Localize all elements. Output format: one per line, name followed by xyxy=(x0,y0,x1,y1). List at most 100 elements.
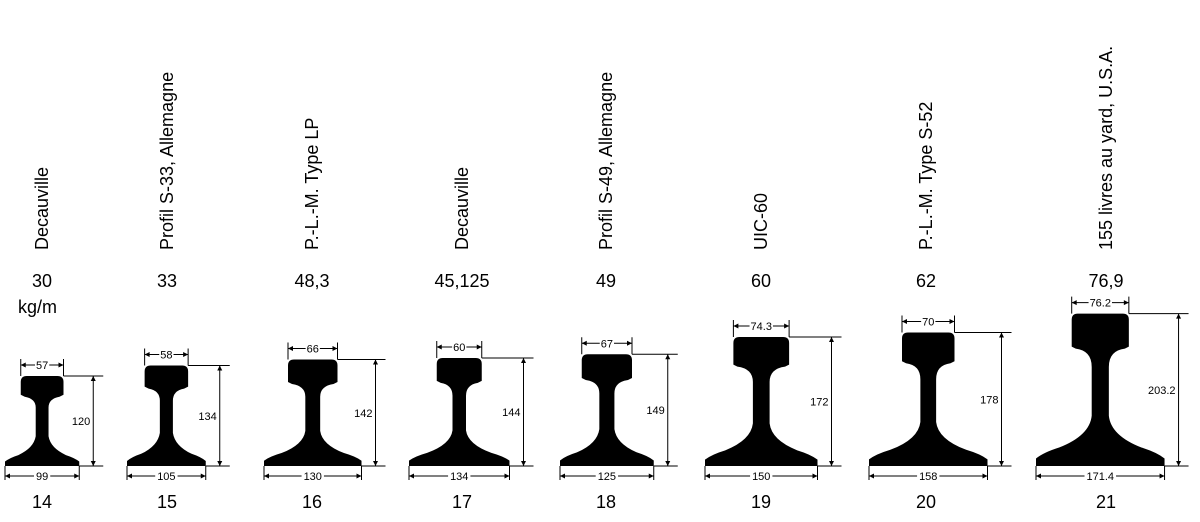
rail-19-height: 172 xyxy=(810,397,828,409)
rail-19-base-width: 150 xyxy=(752,471,770,483)
rail-16-height: 142 xyxy=(354,408,372,420)
rail-15-number: 15 xyxy=(157,492,177,512)
rail-19-base-dim-line-arrow-right xyxy=(812,473,818,479)
rail-19-name: UIC-60 xyxy=(751,193,771,250)
rail-15-head-width-bg xyxy=(159,349,174,362)
rail-21-weight: 76,9 xyxy=(1088,271,1123,291)
rail-17-base-dim-line-arrow-left xyxy=(409,473,414,479)
rail-14-profile xyxy=(5,376,80,466)
rail-21-base-dim-line-arrow-right xyxy=(1159,473,1165,479)
rail-21-base-dim-line-arrow-left xyxy=(1036,473,1041,479)
rail-18-base-dim-line-arrow-right xyxy=(648,473,654,479)
rail-20-head-dim-line-arrow-right xyxy=(949,319,955,324)
rail-14-name: Decauville xyxy=(32,167,52,250)
rail-15-height: 134 xyxy=(198,411,216,423)
rail-17-number: 17 xyxy=(452,492,472,512)
rail-20-height-dim-line-arrow-bottom xyxy=(999,461,1004,466)
rail-19-base-dim-line-arrow-left xyxy=(705,473,710,479)
rail-19-number: 19 xyxy=(751,492,771,512)
rail-14-head-dim-line-arrow-right xyxy=(58,362,64,368)
rail-18-base-width-bg xyxy=(595,471,619,483)
rail-20-height-dim-line-arrow-top xyxy=(999,332,1004,338)
rail-14-weight: 30 xyxy=(32,271,52,291)
rail-19-base-width-bg xyxy=(750,471,773,483)
weight-unit-label: kg/m xyxy=(18,297,57,317)
rail-16-head-width: 66 xyxy=(307,344,319,356)
rail-17-height: 144 xyxy=(502,407,520,419)
rail-16-height-dim-line-arrow-top xyxy=(373,359,378,365)
rail-16-head-dim-line-arrow-right xyxy=(332,346,338,351)
rail-18-head-width: 67 xyxy=(601,338,613,350)
rail-15-head-dim-line-arrow-right xyxy=(183,352,189,357)
rail-18-profile xyxy=(560,354,654,466)
rail-15-profile xyxy=(127,365,206,466)
rail-16-head-width-bg xyxy=(305,343,320,356)
rail-18-base-dim-line-arrow-left xyxy=(560,473,565,479)
rail-21-base-width: 171.4 xyxy=(1087,471,1115,483)
rail-21-base-width-bg xyxy=(1084,471,1117,483)
rail-14-head-dim-line-arrow-left xyxy=(20,362,26,368)
rail-20-base-width-bg xyxy=(917,471,940,483)
rail-18-head-dim-line-arrow-right xyxy=(627,340,632,346)
rail-17-height-dim-line-arrow-bottom xyxy=(521,461,526,466)
rail-18-height: 149 xyxy=(646,405,664,417)
rail-17-head-dim-line-arrow-left xyxy=(436,344,442,350)
rail-15-base-dim-line-arrow-left xyxy=(127,473,132,479)
rail-20-profile xyxy=(869,332,988,466)
rail-16-base-dim-line-arrow-right xyxy=(356,473,362,479)
rail-20-base-width: 158 xyxy=(919,471,937,483)
rail-16-height-dim-line-arrow-bottom xyxy=(373,461,378,466)
rail-19-head-dim-line-arrow-left xyxy=(733,323,739,329)
rail-18-height-dim-line-arrow-top xyxy=(665,354,671,360)
rail-16-head-dim-line-arrow-left xyxy=(288,346,293,351)
rail-21-height-dim-line-arrow-bottom xyxy=(1176,461,1182,466)
rail-18-height-dim-line-arrow-bottom xyxy=(665,461,671,466)
rail-17-weight: 45,125 xyxy=(434,271,489,291)
rail-20-weight: 62 xyxy=(916,271,936,291)
rail-20-height: 178 xyxy=(980,394,998,406)
rail-15-name: Profil S-33, Allemagne xyxy=(157,72,177,250)
rail-17-base-width-bg xyxy=(448,471,471,483)
rail-16-base-dim-line-arrow-left xyxy=(264,473,269,479)
rail-20-number: 20 xyxy=(916,492,936,512)
rail-17-profile xyxy=(409,358,510,466)
rail-21-head-dim-line-arrow-left xyxy=(1071,300,1077,306)
rail-20-head-width-bg xyxy=(921,316,936,329)
rail-18-weight: 49 xyxy=(596,271,616,291)
rail-21-name: 155 livres au yard, U.S.A. xyxy=(1096,46,1116,250)
rail-15-head-width: 58 xyxy=(160,350,172,362)
rail-18-number: 18 xyxy=(596,492,616,512)
rail-14-height: 120 xyxy=(72,416,90,428)
rail-14-head-width-bg xyxy=(35,360,50,372)
rail-16-number: 16 xyxy=(302,492,322,512)
rail-20-head-width: 70 xyxy=(922,317,934,329)
rail-18-base-width: 125 xyxy=(598,471,616,483)
rail-15-base-width: 105 xyxy=(157,471,175,483)
rail-17-base-dim-line-arrow-right xyxy=(504,473,510,479)
rail-14-head-width: 57 xyxy=(36,360,48,372)
rail-17-head-width-bg xyxy=(452,342,467,354)
rail-14-base-width: 99 xyxy=(36,471,48,483)
rail-16-base-width-bg xyxy=(301,471,324,483)
rail-21-number: 21 xyxy=(1096,492,1116,512)
rail-16-weight: 48,3 xyxy=(294,271,329,291)
rail-17-height-dim-line-arrow-top xyxy=(521,358,526,363)
rail-19-head-dim-line-arrow-right xyxy=(784,323,790,329)
rail-14-height-dim-line-arrow-bottom xyxy=(90,461,96,466)
rail-18-head-width-bg xyxy=(599,338,614,351)
rail-15-weight: 33 xyxy=(157,271,177,291)
rail-15-base-width-bg xyxy=(155,471,178,483)
rail-21-height-dim-line-arrow-top xyxy=(1176,313,1182,319)
rail-21-head-width: 76.2 xyxy=(1090,298,1111,310)
rail-15-height-dim-line-arrow-top xyxy=(217,365,223,371)
rail-15-head-dim-line-arrow-left xyxy=(144,352,150,357)
rail-19-profile xyxy=(705,337,818,466)
rail-18-name: Profil S-49, Allemagne xyxy=(596,72,616,250)
rail-14-base-dim-line-arrow-left xyxy=(5,473,10,479)
rail-17-name: Decauville xyxy=(452,167,472,250)
rail-20-base-dim-line-arrow-right xyxy=(982,473,988,479)
rail-21-height: 203.2 xyxy=(1148,385,1176,397)
rail-16-base-width: 130 xyxy=(304,471,322,483)
rail-15-base-dim-line-arrow-right xyxy=(200,473,206,479)
